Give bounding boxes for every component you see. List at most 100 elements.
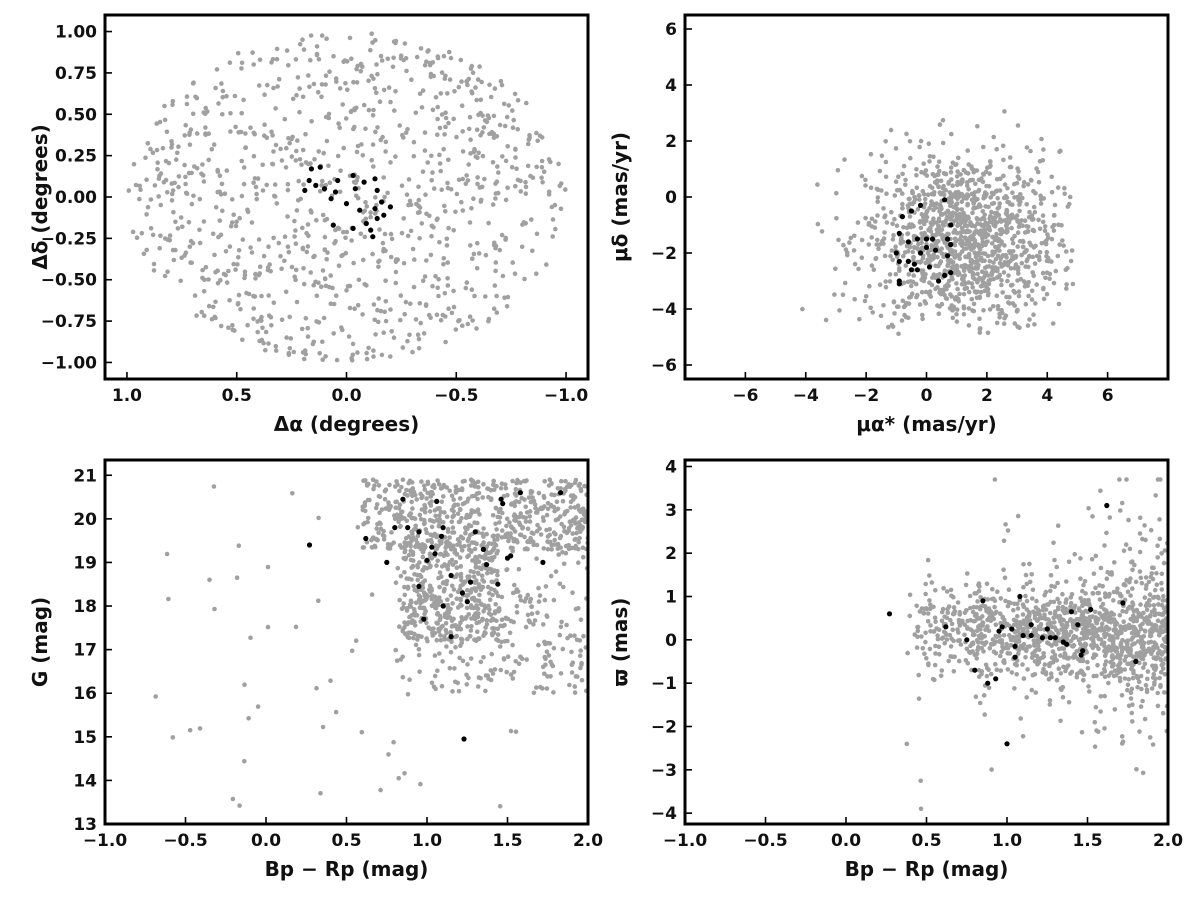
field-point	[398, 573, 404, 579]
field-point	[441, 146, 447, 152]
field-point	[532, 502, 538, 507]
field-point	[982, 271, 988, 277]
field-point	[1089, 643, 1094, 648]
field-point	[900, 191, 905, 196]
field-point	[922, 196, 928, 202]
field-point	[1051, 213, 1057, 218]
field-point	[517, 594, 523, 599]
field-point	[929, 185, 935, 191]
field-point	[1047, 276, 1052, 282]
field-point	[544, 527, 549, 533]
field-point	[1111, 598, 1116, 603]
field-point	[1106, 594, 1111, 599]
field-point	[259, 314, 264, 320]
field-point	[1035, 618, 1040, 623]
field-point	[1091, 626, 1097, 631]
field-point	[160, 145, 166, 151]
field-point	[1030, 651, 1035, 656]
field-point	[1112, 627, 1117, 633]
field-point	[431, 602, 437, 607]
field-point	[1105, 569, 1110, 575]
field-point	[1098, 694, 1104, 699]
field-point	[437, 506, 442, 511]
field-point	[474, 620, 480, 626]
field-point	[955, 223, 960, 228]
field-point	[519, 656, 525, 662]
field-point	[469, 90, 475, 96]
field-point	[1036, 643, 1041, 649]
field-point	[501, 101, 507, 107]
y-tick-label: −4	[651, 300, 677, 320]
field-point	[891, 233, 896, 238]
field-point	[1047, 610, 1053, 616]
field-point	[935, 164, 940, 169]
field-point	[200, 275, 205, 281]
field-point	[293, 241, 299, 246]
field-point	[1092, 744, 1098, 749]
field-point	[1033, 690, 1039, 695]
field-point	[413, 523, 419, 529]
field-point	[388, 354, 393, 359]
field-point	[468, 151, 473, 156]
field-point	[994, 234, 999, 239]
field-point	[947, 211, 953, 216]
field-point	[969, 234, 975, 239]
field-point	[1099, 604, 1104, 610]
field-point	[1106, 673, 1111, 678]
field-point	[349, 648, 355, 654]
field-point	[290, 491, 295, 496]
field-point	[539, 158, 545, 164]
field-point	[353, 638, 359, 643]
field-point	[899, 236, 904, 241]
field-point	[174, 157, 179, 162]
field-point	[377, 494, 383, 500]
field-point	[960, 239, 965, 244]
field-point	[462, 500, 468, 506]
field-point	[1161, 621, 1167, 627]
field-point	[1023, 593, 1028, 599]
field-point	[1022, 218, 1028, 223]
field-point	[435, 216, 440, 221]
field-point	[437, 161, 443, 166]
field-point	[417, 301, 423, 306]
field-point	[1138, 704, 1144, 709]
field-point	[957, 638, 962, 643]
field-point	[978, 627, 983, 632]
field-point	[457, 541, 462, 547]
field-point	[926, 662, 931, 668]
field-point	[989, 209, 994, 215]
field-point	[981, 308, 986, 313]
field-point	[377, 510, 382, 516]
field-point	[293, 624, 299, 630]
field-point	[468, 628, 474, 633]
field-point	[262, 122, 267, 127]
field-point	[324, 257, 330, 262]
field-point	[440, 312, 446, 318]
field-point	[1099, 613, 1104, 618]
field-point	[349, 238, 354, 243]
field-point	[363, 200, 368, 205]
field-point	[989, 767, 994, 772]
field-point	[901, 225, 906, 230]
field-point	[388, 99, 393, 105]
field-point	[997, 188, 1003, 193]
field-point	[1078, 576, 1083, 581]
field-point	[490, 160, 496, 165]
field-point	[961, 306, 967, 311]
field-point	[453, 634, 458, 640]
field-point	[577, 481, 583, 487]
field-point	[422, 63, 428, 68]
field-point	[485, 570, 490, 576]
field-point	[463, 181, 469, 186]
field-point	[525, 141, 531, 147]
field-point	[406, 202, 411, 208]
field-point	[296, 178, 302, 184]
field-point	[422, 578, 428, 583]
member-point	[948, 242, 954, 248]
field-point	[451, 288, 456, 294]
field-point	[469, 616, 474, 621]
field-point	[986, 184, 992, 189]
field-point	[261, 340, 266, 346]
field-point	[499, 82, 505, 88]
field-point	[435, 558, 441, 563]
